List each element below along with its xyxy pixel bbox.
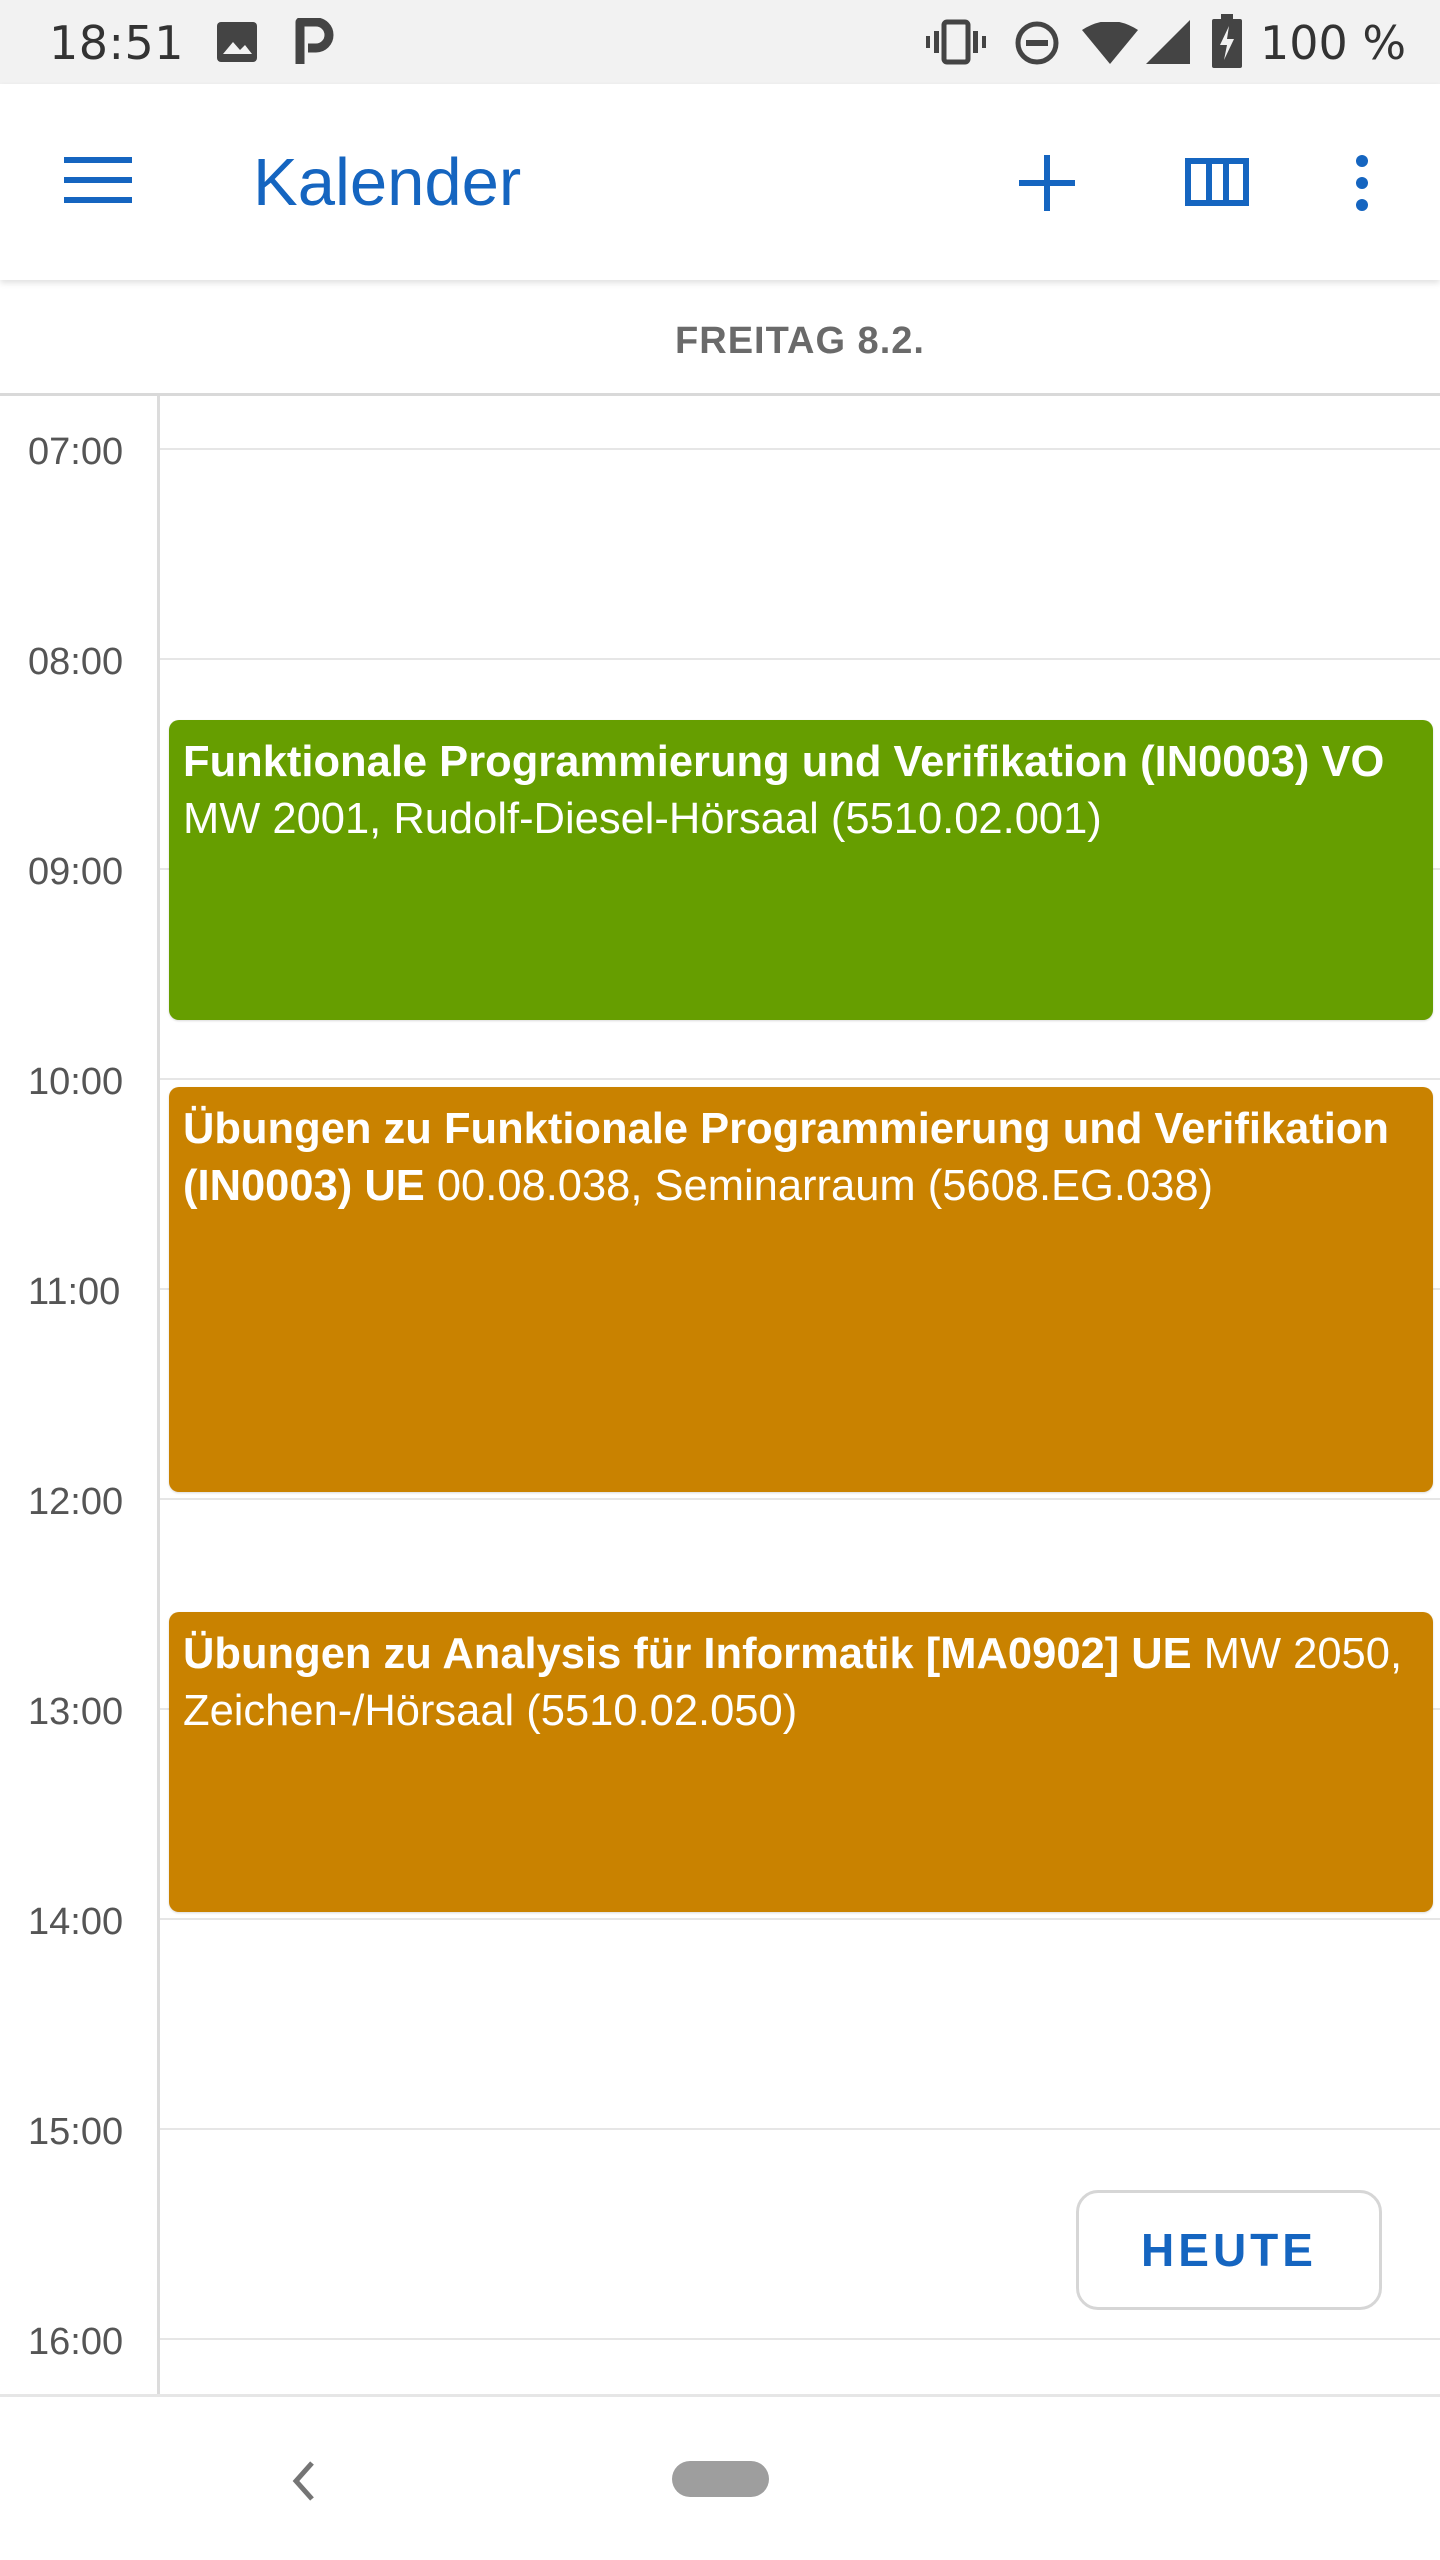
battery-charging-icon [1212,14,1242,68]
hour-line [160,2128,1440,2130]
event-title: Übungen zu Analysis für Informatik [MA09… [183,1630,1204,1678]
app-bar: Kalender [0,84,1440,280]
view-columns-icon[interactable] [1185,158,1249,206]
hour-label: 11:00 [28,1271,121,1313]
calendar-event[interactable]: Übungen zu Analysis für Informatik [MA09… [169,1612,1433,1912]
hour-line [160,1918,1440,1920]
hour-line [160,1078,1440,1080]
calendar-event[interactable]: Funktionale Programmierung und Verifikat… [169,720,1433,1020]
event-title: Funktionale Programmierung und Verifikat… [183,738,1385,786]
hour-label: 16:00 [28,2321,124,2363]
time-column-divider [157,396,160,2394]
calendar-event[interactable]: Übungen zu Funktionale Programmierung un… [169,1087,1433,1492]
do-not-disturb-icon [1015,21,1059,65]
today-button[interactable]: HEUTE [1076,2190,1382,2310]
page-title: Kalender [253,145,522,220]
home-pill-icon[interactable] [672,2461,769,2497]
event-location: 00.08.038, Seminarraum (5608.EG.038) [436,1162,1214,1210]
hour-label: 12:00 [28,1481,124,1523]
hour-label: 09:00 [28,851,124,893]
system-navigation-bar [0,2394,1440,2560]
more-vert-icon[interactable] [1352,154,1372,212]
vibrate-icon [926,19,986,65]
status-bar: 18:51 100 % [0,0,1440,84]
hour-label: 15:00 [28,2111,124,2153]
image-icon [217,22,257,62]
hour-line [160,658,1440,660]
hour-line [160,448,1440,450]
wifi-icon [1082,22,1138,64]
signal-icon [1146,20,1190,64]
hour-label: 10:00 [28,1061,124,1103]
add-icon[interactable] [1019,155,1075,211]
status-time: 18:51 [49,16,185,70]
hour-line [160,1498,1440,1500]
event-location: MW 2001, Rudolf-Diesel-Hörsaal (5510.02.… [183,795,1102,843]
back-icon[interactable] [290,2459,318,2503]
parking-icon [295,18,334,64]
hour-label: 14:00 [28,1901,124,1943]
hour-label: 08:00 [28,641,124,683]
battery-percent: 100 % [1260,16,1407,70]
hour-label: 13:00 [28,1691,124,1733]
event-location: MW 2050, Zeichen-/Hörsaal (5510.02.050) [183,1630,1403,1735]
menu-icon[interactable] [64,155,132,205]
calendar-day-view[interactable]: 07:00 08:00 09:00 10:00 11:00 12:00 13:0… [0,396,1440,2394]
hour-label: 07:00 [28,431,124,473]
hour-line [160,2338,1440,2340]
event-title: Übungen zu Funktionale Programmierung un… [183,1105,1389,1210]
day-label: FREITAG 8.2. [675,320,925,362]
day-header: FREITAG 8.2. [0,280,1440,396]
